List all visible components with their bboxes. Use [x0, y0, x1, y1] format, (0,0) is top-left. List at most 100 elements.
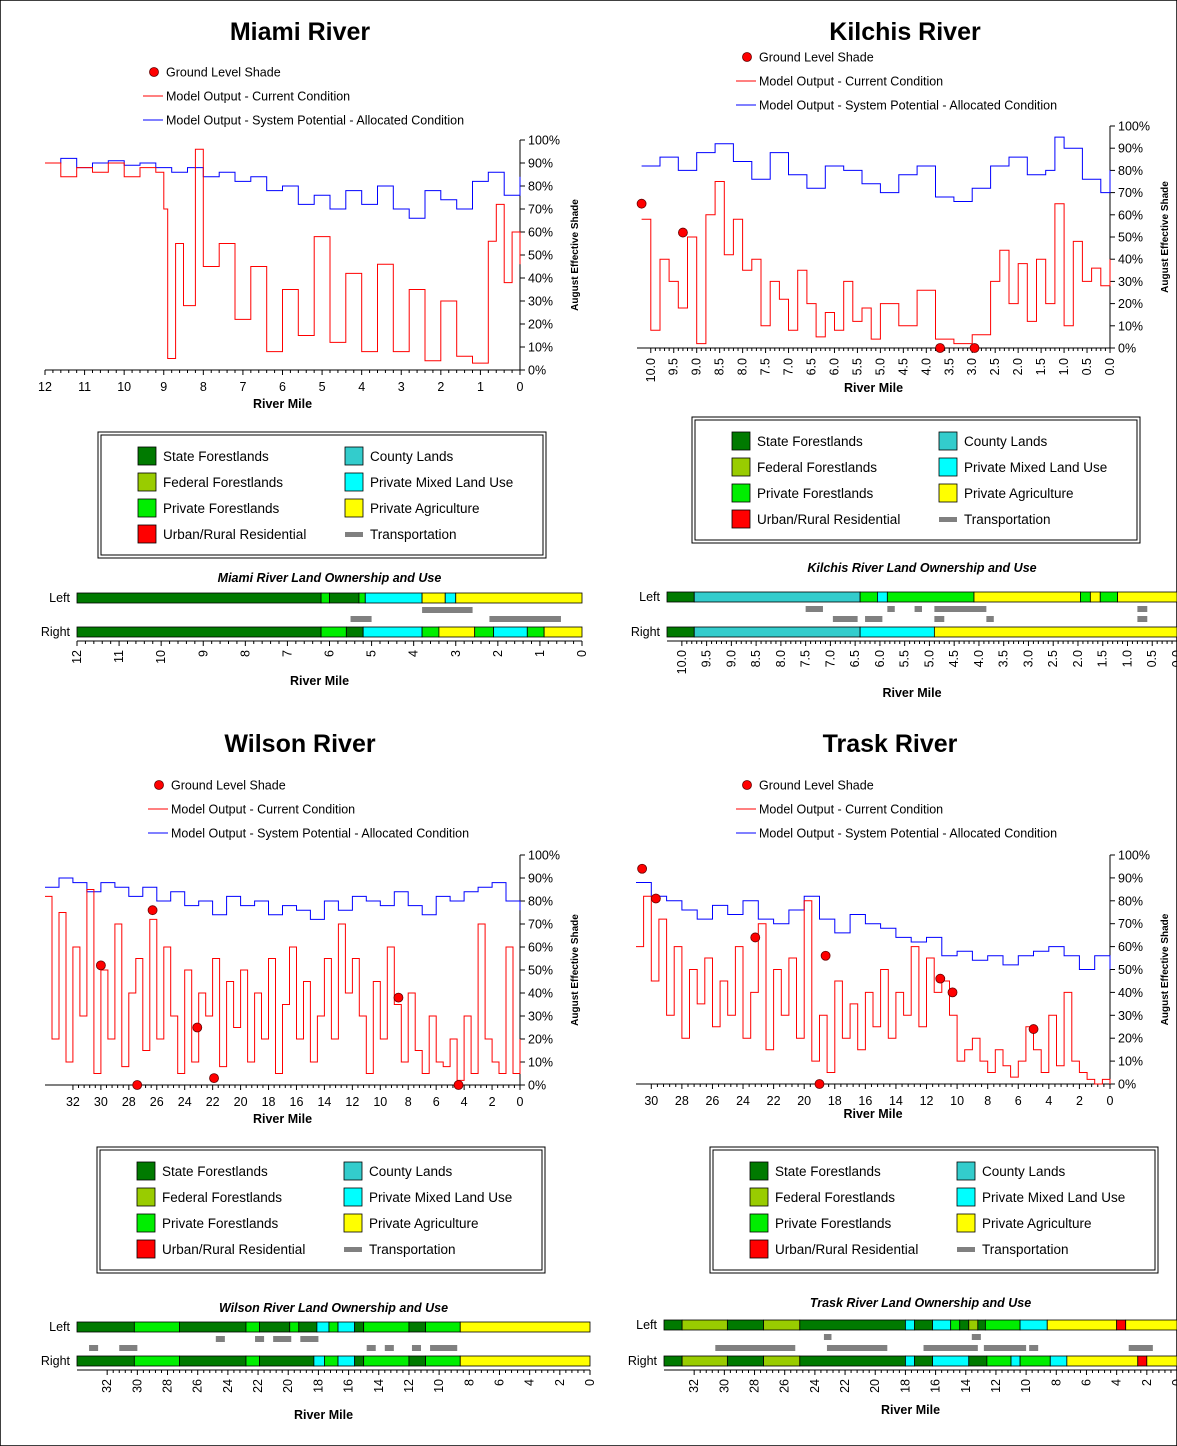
left-bank-segment: [408, 1321, 426, 1333]
left-bank-label: Left: [639, 590, 660, 604]
right-bank-segment: [245, 1355, 260, 1367]
right-bank-segment: [859, 626, 935, 638]
x-tick-label: 18: [262, 1095, 276, 1109]
land-x-tick-label: 0.0: [1170, 650, 1177, 667]
y-tick-label: 90%: [528, 872, 553, 886]
x-tick-label: 28: [122, 1095, 136, 1109]
left-bank-segment: [681, 1319, 728, 1331]
land-x-tick-label: 1.5: [1096, 650, 1110, 667]
chart-title: Trask River: [823, 730, 958, 758]
land-x-axis-label: River Mile: [290, 674, 349, 688]
landuse-legend-frame: [709, 1146, 1159, 1274]
landuse-legend-label: Private Agriculture: [982, 1216, 1092, 1231]
land-x-tick-label: 2.0: [1071, 650, 1085, 667]
left-bank-segment: [421, 592, 446, 604]
left-bank-segment: [950, 1319, 961, 1331]
x-tick-label: 2.0: [1011, 358, 1025, 375]
left-bank-segment: [245, 1321, 260, 1333]
transportation-segment-right: [366, 1345, 376, 1351]
x-tick-label: 10.0: [644, 358, 658, 382]
left-bank-segment: [799, 1319, 906, 1331]
landuse-legend-label: Private Forestlands: [163, 501, 280, 516]
landuse-swatch: [136, 1187, 156, 1207]
land-x-tick-label: 14: [372, 1379, 386, 1393]
landuse-swatch: [731, 509, 751, 529]
transportation-segment-right: [489, 616, 561, 622]
y-tick-label: 50%: [1118, 963, 1143, 977]
y-tick-label: 70%: [528, 203, 553, 217]
x-tick-label: 8: [984, 1094, 991, 1108]
land-x-tick-label: 10: [154, 650, 168, 664]
left-bank-segment: [859, 591, 878, 603]
y-axis-label: August Effective Shade: [570, 199, 581, 311]
land-x-tick-label: 1.0: [1120, 650, 1134, 667]
right-bank-segment: [968, 1355, 988, 1367]
land-x-tick-label: 18: [898, 1379, 912, 1393]
left-bank-segment: [984, 1319, 1021, 1331]
left-bank-segment: [1046, 1319, 1118, 1331]
left-bank-segment: [932, 1319, 952, 1331]
right-bank-segment: [76, 1355, 135, 1367]
y-tick-label: 0%: [528, 1079, 546, 1093]
ground-level-point: [969, 343, 980, 353]
transportation-segment-left: [215, 1336, 225, 1342]
x-tick-label: 26: [705, 1094, 719, 1108]
x-tick-label: 0.0: [1103, 358, 1117, 375]
right-bank-segment: [1049, 1355, 1068, 1367]
y-tick-label: 10%: [1118, 1055, 1143, 1069]
y-tick-label: 30%: [1118, 1009, 1143, 1023]
land-x-tick-label: 26: [191, 1379, 205, 1393]
landuse-legend-label: Urban/Rural Residential: [775, 1242, 918, 1257]
land-x-tick-label: 8.0: [774, 650, 788, 667]
land-x-tick-label: 0: [583, 1379, 597, 1386]
right-bank-segment: [259, 1355, 315, 1367]
y-tick-label: 100%: [528, 134, 560, 148]
land-x-tick-label: 22: [251, 1379, 265, 1393]
landuse-swatch: [749, 1213, 769, 1233]
transportation-segment-left: [273, 1336, 292, 1342]
transportation-segment-right: [1137, 616, 1148, 622]
legend-ground-label: Ground Level Shade: [759, 51, 874, 65]
x-tick-label: 6: [1015, 1094, 1022, 1108]
left-bank-segment: [320, 592, 330, 604]
transportation-segment-right: [832, 616, 858, 622]
legend-ground-marker: [154, 780, 164, 790]
x-tick-label: 7.5: [759, 358, 773, 375]
land-x-tick-label: 9: [196, 650, 210, 657]
x-tick-label: 8: [405, 1095, 412, 1109]
landuse-legend-inner: [100, 434, 544, 556]
legend-current-label: Model Output - Current Condition: [171, 803, 355, 817]
series-current-line: [45, 889, 521, 1081]
transportation-segment-right: [430, 1345, 458, 1351]
landuse-swatch: [137, 472, 157, 492]
transportation-segment-left: [971, 1334, 981, 1340]
transportation-segment-left: [914, 606, 922, 612]
right-bank-segment: [932, 1355, 970, 1367]
left-bank-segment: [1099, 591, 1118, 603]
right-bank-label: Right: [41, 1354, 71, 1368]
y-axis-label: August Effective Shade: [570, 914, 581, 1026]
y-tick-label: 80%: [528, 895, 553, 909]
x-tick-label: 9: [160, 380, 167, 394]
landuse-swatch: [731, 431, 751, 451]
y-tick-label: 0%: [528, 364, 546, 378]
left-bank-segment: [289, 1321, 300, 1333]
landuse-legend-frame: [96, 1146, 546, 1274]
left-bank-segment: [1117, 591, 1177, 603]
land-x-tick-label: 8: [1049, 1379, 1063, 1386]
x-tick-label: 4.0: [919, 358, 933, 375]
ground-level-point: [814, 1079, 825, 1089]
land-x-tick-label: 24: [808, 1379, 822, 1393]
land-x-tick-label: 4.0: [972, 650, 986, 667]
land-x-tick-label: 7.5: [799, 650, 813, 667]
landuse-legend-label: Private Mixed Land Use: [982, 1190, 1125, 1205]
ground-level-point: [820, 950, 831, 961]
left-bank-segment: [354, 1321, 365, 1333]
chart-panel-0: Miami River Ground Level Shade Model Outpu…: [38, 18, 589, 688]
land-x-axis-label: River Mile: [294, 1408, 353, 1422]
landuse-swatch: [136, 1213, 156, 1233]
x-tick-label: 6.0: [827, 358, 841, 375]
left-bank-segment: [316, 1321, 330, 1333]
ground-level-point: [678, 227, 688, 238]
